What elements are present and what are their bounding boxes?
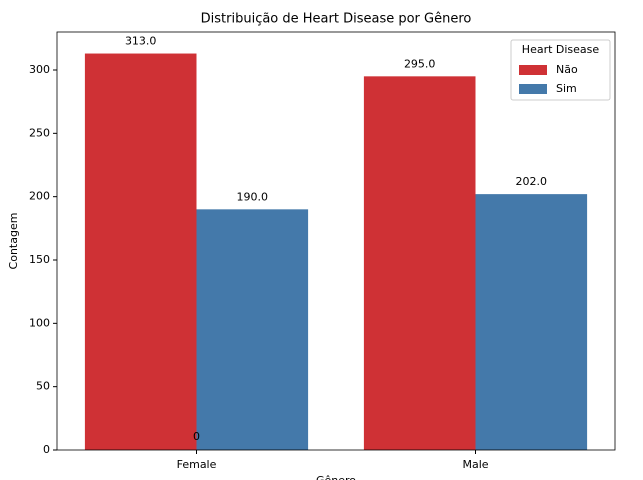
value-label: 295.0 <box>404 57 436 70</box>
y-tick-label: 200 <box>29 190 50 203</box>
x-tick-label: Female <box>177 458 217 471</box>
bar <box>84 53 197 451</box>
y-tick-label: 150 <box>29 253 50 266</box>
chart-title: Distribuição de Heart Disease por Gênero <box>201 12 472 27</box>
bar <box>196 209 309 450</box>
y-tick-label: 50 <box>36 380 50 393</box>
value-label: 202.0 <box>516 175 548 188</box>
x-axis-label: Gênero <box>316 474 356 480</box>
y-tick-label: 0 <box>43 443 50 456</box>
legend-swatch <box>519 84 547 94</box>
y-tick-label: 300 <box>29 63 50 76</box>
value-label: 313.0 <box>125 35 157 48</box>
legend-swatch <box>519 65 547 75</box>
legend-title: Heart Disease <box>522 43 600 56</box>
value-label: 190.0 <box>237 190 269 203</box>
legend-label: Não <box>556 63 578 76</box>
annotation: 0 <box>193 430 200 443</box>
y-tick-label: 100 <box>29 316 50 329</box>
y-axis-label: Contagem <box>7 213 20 270</box>
y-tick-label: 250 <box>29 126 50 139</box>
legend-label: Sim <box>556 82 577 95</box>
x-tick-label: Male <box>462 458 488 471</box>
bar <box>475 194 588 450</box>
plot-frame <box>56 31 616 451</box>
bar <box>363 76 476 450</box>
